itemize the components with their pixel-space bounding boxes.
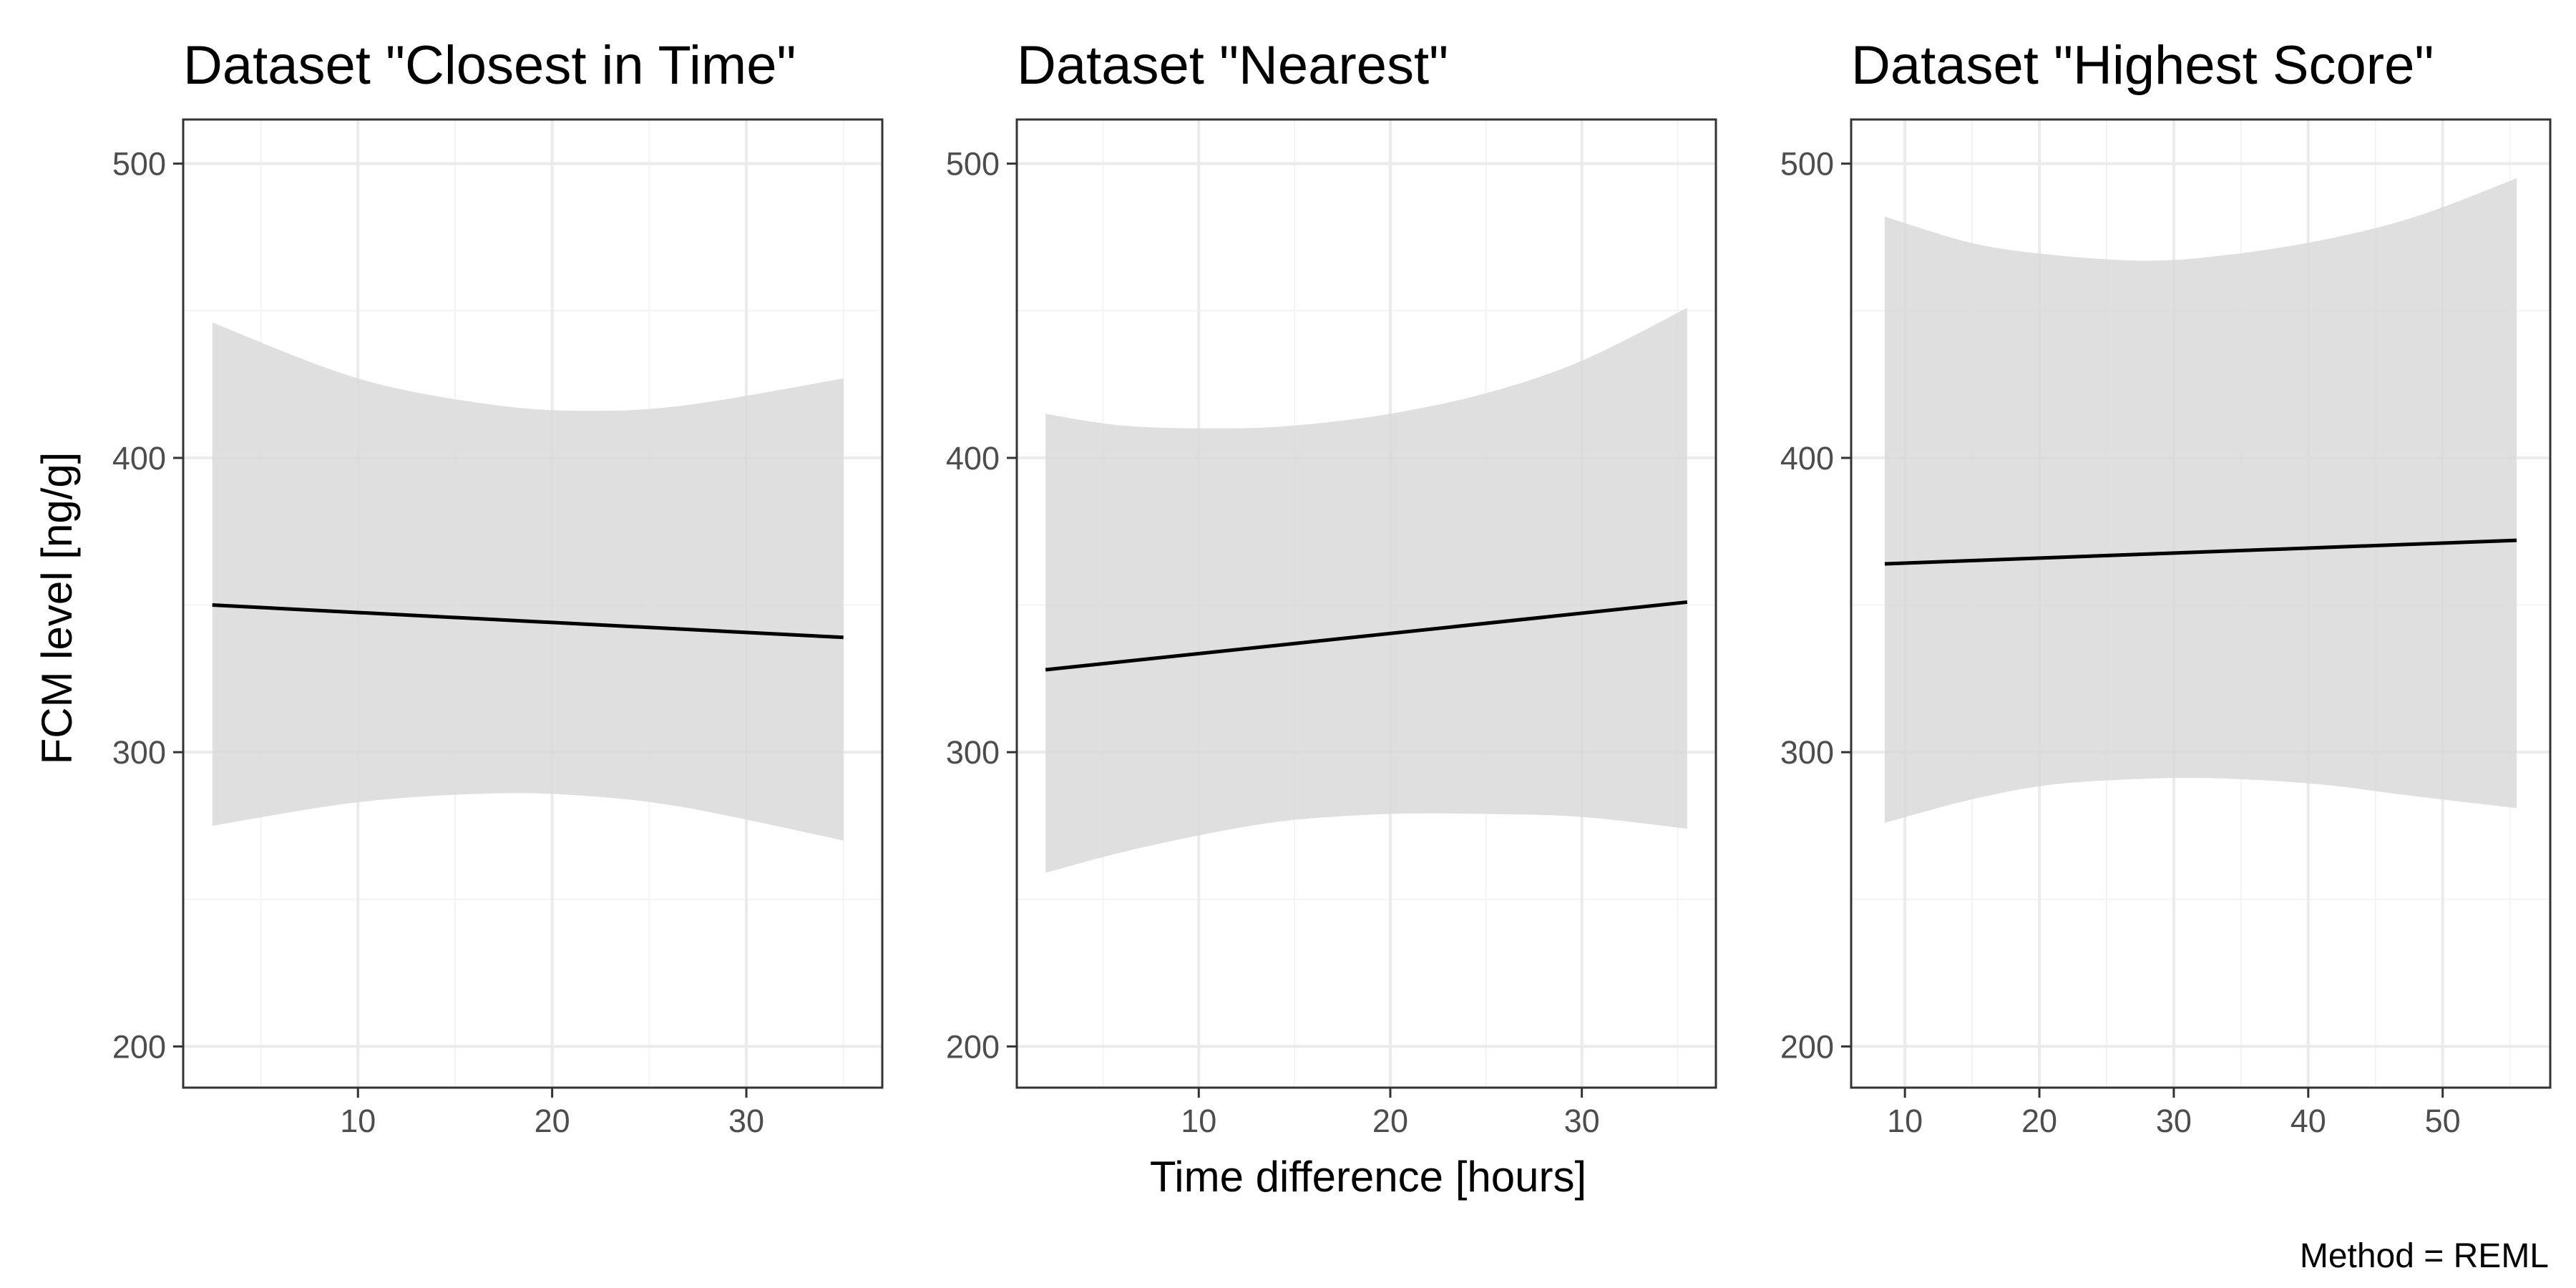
y-tick-label: 300 [112, 734, 166, 771]
caption-method: Method = REML [2300, 1237, 2549, 1275]
confidence-ribbon [212, 322, 844, 841]
panel-title: Dataset "Nearest" [1017, 35, 1448, 96]
x-tick-label: 40 [2290, 1103, 2326, 1139]
panel-border [182, 118, 884, 1089]
x-tick-label: 20 [2021, 1103, 2057, 1139]
y-tick-label: 200 [946, 1028, 1000, 1065]
x-tick-label: 30 [2156, 1103, 2192, 1139]
y-tick-label: 500 [112, 146, 166, 182]
y-tick-label: 200 [112, 1028, 166, 1065]
panel-border [1850, 118, 2552, 1089]
x-tick-label: 30 [1564, 1103, 1600, 1139]
x-axis-title: Time difference [hours] [1150, 1153, 1586, 1201]
confidence-ribbon [1885, 178, 2517, 823]
x-tick-label: 20 [1372, 1103, 1408, 1139]
y-tick-label: 400 [946, 440, 1000, 477]
panel-title: Dataset "Highest Score" [1851, 35, 2434, 96]
fit-line [1045, 600, 1688, 672]
facet-panel-2: 10 20 30 200 300 400 500 Dataset "Nearest" [946, 35, 1717, 1139]
y-tick-label: 400 [1780, 440, 1834, 477]
fit-line [212, 603, 844, 640]
facet-panel-1: 10 20 30 200 300 400 500 Dataset "Closest in Ti… [112, 35, 884, 1139]
facet-panels: 10 20 30 200 300 400 500 Dataset "Closest in Ti… [112, 35, 2552, 1139]
x-tick-label: 30 [728, 1103, 764, 1139]
y-tick-label: 500 [946, 146, 1000, 182]
y-tick-label: 300 [946, 734, 1000, 771]
y-tick-label: 400 [112, 440, 166, 477]
fit-line [1884, 538, 2517, 566]
confidence-ribbon [1045, 308, 1687, 873]
panel-border [1015, 118, 1717, 1089]
y-tick-label: 200 [1780, 1028, 1834, 1065]
x-tick-label: 20 [535, 1103, 570, 1139]
y-tick-label: 300 [1780, 734, 1834, 771]
y-axis-title: FCM level [ng/g] [33, 452, 81, 765]
x-tick-label: 10 [1887, 1103, 1923, 1139]
x-tick-label: 10 [340, 1103, 376, 1139]
panel-title: Dataset "Closest in Time" [183, 35, 796, 96]
facet-panel-3: 10 20 30 40 50 200 300 400 500 Dataset "Highest S… [1780, 35, 2552, 1139]
y-tick-label: 500 [1780, 146, 1834, 182]
x-tick-label: 50 [2425, 1103, 2461, 1139]
x-tick-label: 10 [1181, 1103, 1216, 1139]
